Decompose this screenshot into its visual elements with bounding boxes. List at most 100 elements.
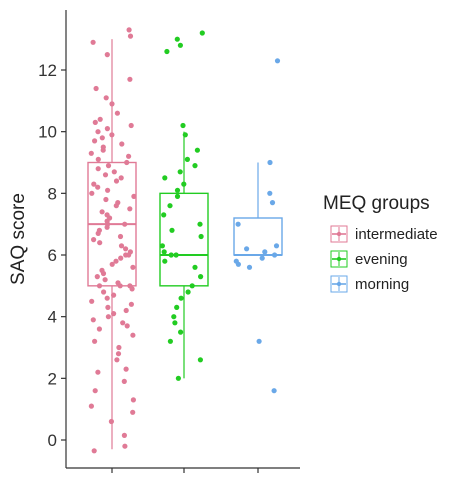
point-intermediate [113, 178, 120, 184]
point-intermediate [109, 101, 115, 107]
point-intermediate [120, 320, 126, 326]
point-intermediate [108, 418, 114, 425]
point-evening [174, 193, 181, 199]
point-morning [272, 252, 278, 258]
point-intermediate [105, 304, 111, 310]
legend-item-evening: evening [330, 250, 408, 268]
point-intermediate [109, 132, 115, 138]
y-tick-label: 6 [48, 246, 57, 265]
legend-item-morning: morning [330, 275, 409, 293]
point-intermediate [128, 301, 134, 307]
point-intermediate [99, 135, 105, 141]
legend-item-intermediate: intermediate [330, 225, 438, 243]
point-intermediate [130, 264, 136, 270]
point-intermediate [121, 378, 127, 384]
point-intermediate [96, 326, 102, 332]
point-evening [192, 264, 198, 270]
point-intermediate [104, 52, 110, 58]
point-intermediate [91, 237, 97, 243]
point-evening [171, 314, 177, 320]
point-intermediate [95, 184, 101, 190]
point-intermediate [123, 252, 129, 258]
point-intermediate [111, 292, 117, 298]
point-evening [192, 163, 198, 169]
point-morning [273, 243, 280, 249]
y-tick-label: 8 [48, 184, 57, 203]
y-tick-label: 2 [48, 369, 57, 388]
point-evening [173, 252, 179, 258]
point-evening [177, 42, 183, 48]
y-tick-label: 4 [48, 308, 57, 327]
point-morning [267, 159, 273, 166]
point-evening [182, 132, 188, 138]
point-intermediate [91, 181, 97, 187]
point-intermediate [109, 261, 115, 267]
point-intermediate [113, 258, 119, 264]
point-evening [198, 233, 204, 240]
point-intermediate [127, 206, 133, 212]
point-intermediate [103, 95, 109, 101]
point-evening [167, 203, 173, 209]
box-iqr [159, 192, 209, 287]
point-evening [164, 48, 170, 55]
point-morning [244, 246, 250, 252]
point-evening [161, 212, 167, 218]
point-intermediate [95, 129, 101, 135]
point-intermediate [114, 110, 120, 116]
point-morning [235, 221, 241, 227]
point-intermediate [93, 85, 99, 92]
point-evening [181, 181, 187, 187]
point-intermediate [102, 277, 108, 283]
point-intermediate [100, 270, 107, 277]
legend: MEQ groups intermediate evening morning [323, 193, 438, 293]
axes [65, 10, 300, 473]
point-evening [197, 221, 203, 227]
point-evening [180, 122, 186, 129]
point-intermediate [88, 150, 94, 156]
point-intermediate [124, 159, 130, 166]
point-intermediate [97, 240, 103, 246]
point-intermediate [116, 344, 122, 351]
point-intermediate [118, 255, 124, 261]
box-intermediate [87, 39, 137, 450]
point-intermediate [90, 39, 96, 45]
point-morning [235, 261, 241, 267]
point-intermediate [92, 338, 98, 344]
y-axis-title: SAQ score [8, 193, 29, 285]
point-intermediate [130, 397, 136, 403]
point-evening [194, 147, 200, 153]
point-evening [167, 338, 173, 344]
legend-title: MEQ groups [323, 193, 430, 214]
point-intermediate [126, 153, 132, 159]
box-evening [159, 131, 209, 379]
point-evening [162, 175, 168, 181]
point-intermediate [89, 190, 95, 196]
box-iqr [233, 217, 283, 256]
point-morning [246, 264, 253, 270]
legend-label: evening [355, 251, 408, 268]
point-intermediate [100, 147, 106, 153]
point-evening [169, 227, 175, 233]
point-intermediate [92, 138, 98, 144]
point-intermediate [126, 27, 132, 33]
point-intermediate [95, 166, 101, 172]
point-intermediate [117, 233, 124, 240]
legend-key-dot [336, 231, 342, 237]
point-intermediate [102, 172, 109, 178]
point-morning [259, 255, 265, 261]
point-intermediate [95, 369, 101, 375]
point-evening [175, 375, 181, 381]
point-intermediate [118, 243, 125, 249]
point-intermediate [88, 403, 94, 409]
point-evening [189, 283, 195, 289]
point-intermediate [129, 286, 135, 292]
box-morning [233, 162, 283, 256]
point-evening [197, 357, 203, 363]
point-evening [178, 295, 184, 301]
point-intermediate [92, 388, 98, 394]
point-intermediate [94, 274, 100, 280]
point-evening [168, 252, 174, 258]
point-evening [172, 320, 178, 326]
point-evening [177, 169, 183, 175]
